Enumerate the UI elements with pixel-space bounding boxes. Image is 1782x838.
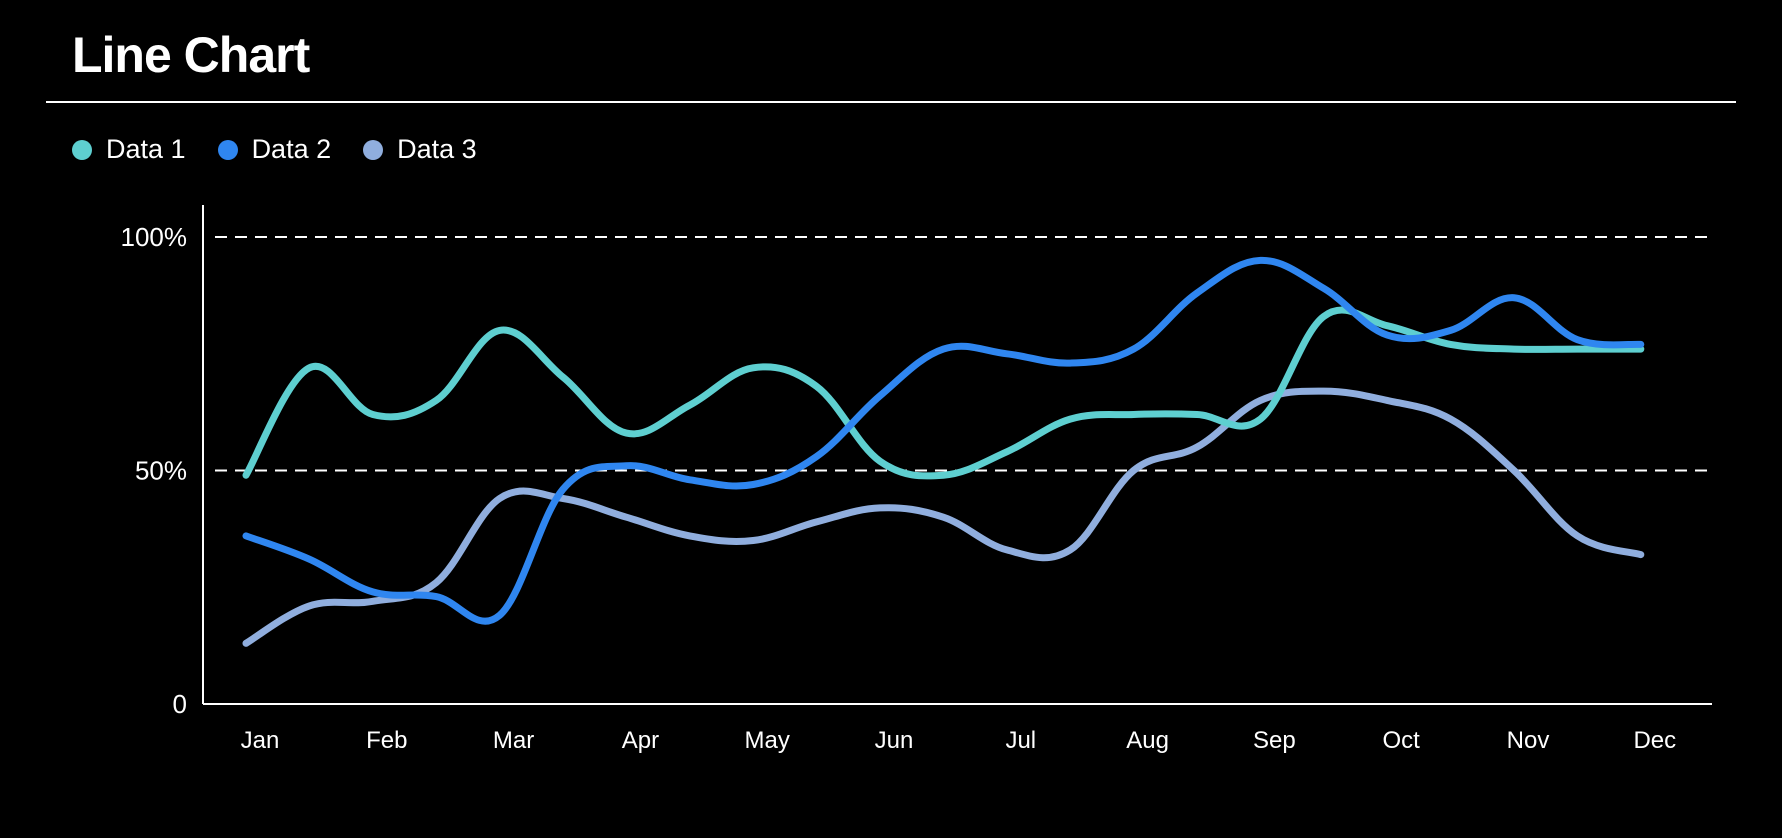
y-tick-label: 50%: [135, 456, 187, 486]
legend-swatch-data-1: [72, 139, 92, 160]
x-tick-label: Oct: [1383, 727, 1421, 754]
x-tick-label: Sep: [1253, 727, 1296, 754]
x-tick-label: Apr: [622, 727, 659, 754]
y-tick-label: 100%: [121, 222, 188, 252]
chart-legend: Data 1 Data 2 Data 3: [72, 134, 509, 165]
legend-label-data-2: Data 2: [251, 134, 332, 164]
legend-label-data-1: Data 1: [106, 134, 186, 164]
series-line-data-2[interactable]: [242, 256, 1645, 625]
x-tick-label: Jun: [875, 727, 914, 754]
x-tick-label: Feb: [366, 727, 407, 754]
legend-label-data-3: Data 3: [397, 134, 477, 164]
series-line-data-3[interactable]: [242, 387, 1645, 647]
legend-item-data-1[interactable]: Data 1: [72, 134, 186, 165]
x-tick-label: May: [745, 727, 790, 754]
legend-item-data-2[interactable]: Data 2: [217, 134, 332, 165]
x-tick-label: Jan: [241, 727, 280, 754]
x-tick-label: Nov: [1507, 727, 1550, 754]
x-tick-label: Mar: [493, 727, 534, 754]
x-tick-label: Dec: [1633, 727, 1676, 754]
title-divider: [46, 101, 1736, 103]
x-tick-label: Aug: [1126, 727, 1169, 754]
series-line-data-1[interactable]: [242, 306, 1645, 480]
legend-swatch-data-2: [217, 139, 238, 160]
x-tick-label: Jul: [1005, 727, 1036, 754]
legend-swatch-data-3: [363, 139, 384, 160]
chart-title: Line Chart: [72, 27, 310, 83]
y-tick-label: 0: [173, 689, 187, 719]
legend-item-data-3[interactable]: Data 3: [363, 134, 477, 165]
